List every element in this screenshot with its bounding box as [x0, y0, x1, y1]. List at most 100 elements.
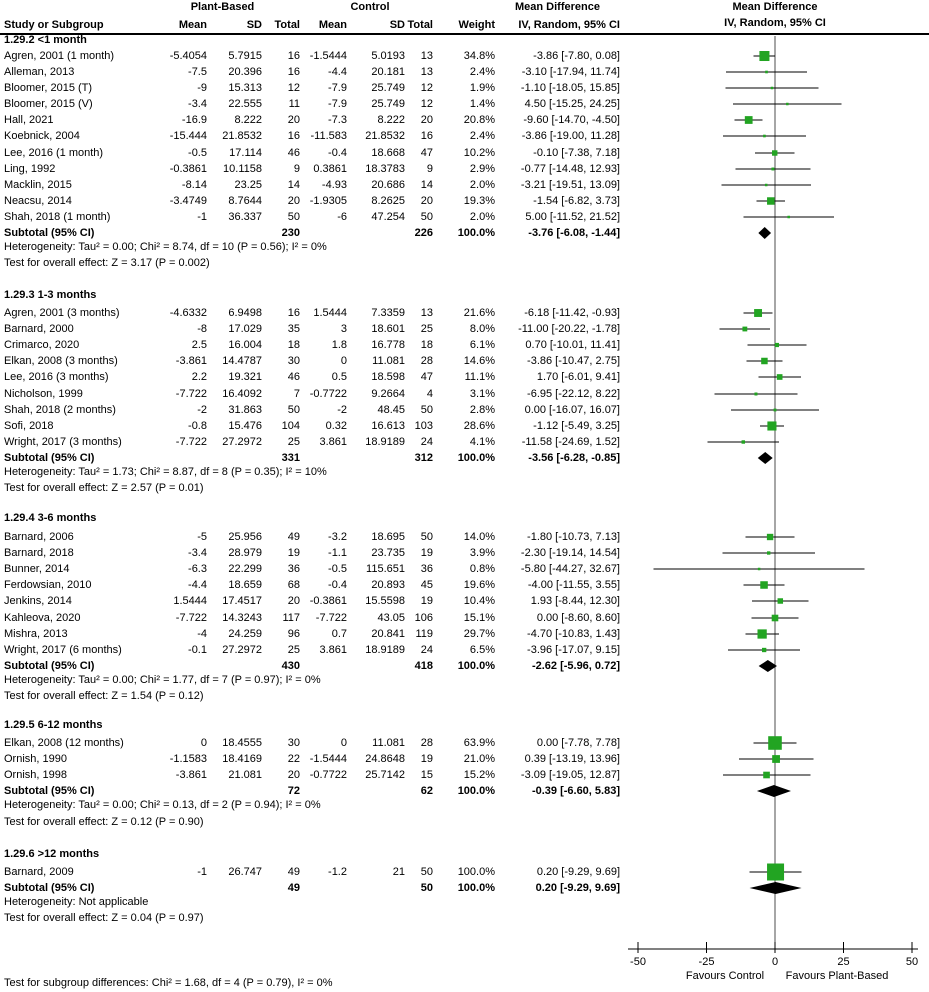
- plant-mean: -7.5: [188, 66, 207, 78]
- plant-mean: -6.3: [188, 563, 207, 575]
- md-ci-text: 0.20 [-9.29, 9.69]: [535, 882, 620, 894]
- weight: 10.4%: [463, 595, 495, 607]
- control-mean: -1.5444: [309, 50, 347, 62]
- control-sd: 18.9189: [365, 436, 405, 448]
- plant-sd: 22.555: [228, 98, 262, 110]
- control-total: 16: [420, 130, 433, 142]
- plant-mean: -7.722: [175, 612, 207, 624]
- subtotal-diamond: [758, 660, 777, 672]
- md-ci-text: -0.77 [-14.48, 12.93]: [520, 163, 620, 175]
- md-ci-text: 0.70 [-10.01, 11.41]: [525, 339, 620, 351]
- md-ci-text: -0.39 [-6.60, 5.83]: [531, 785, 620, 797]
- plant-mean: -1.1583: [169, 753, 207, 765]
- overall-effect-note: Test for overall effect: Z = 2.57 (P = 0…: [4, 482, 204, 494]
- study-row: Barnard, 2009 -1 26.747 49 -1.2 21 50 100.0% 0.2…: [4, 864, 620, 880]
- study-name: Barnard, 2000: [4, 323, 74, 335]
- control-mean: 0.3861: [313, 163, 347, 175]
- control-total: 18: [420, 339, 433, 351]
- control-total: 20: [420, 195, 433, 207]
- weight: 100.0%: [457, 882, 495, 894]
- plant-mean: -15.444: [169, 130, 207, 142]
- effect-square: [741, 440, 745, 444]
- study-name: Hall, 2021: [4, 114, 54, 126]
- study-row: Mishra, 2013 -4 24.259 96 0.7 20.841 119 29.7% -…: [4, 626, 620, 642]
- plant-sd: 27.2972: [222, 644, 262, 656]
- plant-sd: 17.114: [229, 147, 262, 159]
- study-name: Bloomer, 2015 (T): [4, 82, 93, 94]
- subtotal-row: Subtotal (95% CI) 49 50 100.0% 0.20 [-9.29, …: [4, 880, 620, 896]
- control-sd: 25.749: [371, 98, 405, 110]
- col-control-sd-header: SD: [389, 19, 405, 31]
- control-total: 9: [426, 163, 433, 175]
- plant-mean: -7.722: [175, 388, 207, 400]
- plant-sd: 28.979: [228, 547, 262, 559]
- x-axis-tick-label: -50: [630, 956, 646, 968]
- study-name: Lee, 2016 (1 month): [4, 147, 104, 159]
- study-row: Ferdowsian, 2010 -4.4 18.659 68 -0.4 20.893 45…: [4, 577, 620, 593]
- plant-sd: 26.747: [228, 866, 262, 878]
- plant-total: 50: [287, 404, 300, 416]
- plant-total: 18: [287, 339, 300, 351]
- control-mean: -1.1: [328, 547, 347, 559]
- subtotal-row: Subtotal (95% CI) 331 312 100.0% -3.56 [-6.2…: [4, 450, 620, 466]
- x-axis-tick-label: 50: [906, 956, 918, 968]
- weight: 100.0%: [457, 660, 495, 672]
- control-mean: -7.9: [328, 82, 347, 94]
- control-total: 25: [420, 323, 433, 335]
- md-ci-text: -0.10 [-7.38, 7.18]: [533, 147, 620, 159]
- plant-sd: 18.4169: [222, 753, 262, 765]
- effect-square: [767, 197, 775, 205]
- study-row: Koebnick, 2004 -15.444 21.8532 16 -11.583 21.…: [4, 128, 620, 144]
- control-sd: [347, 783, 405, 799]
- control-total: 45: [420, 579, 433, 591]
- md-ci-text: -9.60 [-14.70, -4.50]: [523, 114, 620, 126]
- control-mean: -1.2: [328, 866, 347, 878]
- study-name: Bloomer, 2015 (V): [4, 98, 93, 110]
- study-row: Wright, 2017 (6 months) -0.1 27.2972 25 3.86…: [4, 642, 620, 658]
- weight: 29.7%: [463, 628, 495, 640]
- plant-total: 30: [287, 355, 300, 367]
- plant-total: 19: [287, 547, 300, 559]
- control-total: 4: [426, 388, 433, 400]
- plant-sd: [207, 225, 262, 241]
- control-sd: [347, 880, 405, 896]
- plant-sd: 6.9498: [228, 307, 262, 319]
- overall-effect-note: Test for overall effect: Z = 0.04 (P = 0…: [4, 912, 204, 924]
- study-row: Bloomer, 2015 (V) -3.4 22.555 11 -7.9 25.749 1…: [4, 96, 620, 112]
- subtotal-diamond: [756, 785, 791, 797]
- plant-mean: -1: [197, 211, 207, 223]
- plant-mean: -3.4: [188, 547, 207, 559]
- control-sd: 15.5598: [365, 595, 405, 607]
- effect-square: [742, 326, 748, 332]
- study-row: Barnard, 2000 -8 17.029 35 3 18.601 25 8.0% -11.…: [4, 321, 620, 337]
- plant-total: 20: [287, 769, 300, 781]
- header-divider: [0, 33, 929, 35]
- md-column-header: Mean Difference: [515, 1, 600, 13]
- control-total: 106: [414, 612, 433, 624]
- col-control-total-header: Total: [407, 19, 433, 31]
- study-name: Wright, 2017 (6 months): [4, 644, 122, 656]
- control-total: 119: [415, 628, 433, 640]
- control-total: 14: [420, 179, 433, 191]
- control-sd: 18.601: [371, 323, 405, 335]
- control-mean: [300, 450, 347, 466]
- plant-total: 20: [287, 114, 300, 126]
- control-sd: 115.651: [366, 563, 405, 575]
- control-total: 13: [420, 66, 433, 78]
- effect-square: [787, 215, 790, 219]
- plant-total: 68: [287, 579, 300, 591]
- plant-total: 20: [287, 595, 300, 607]
- control-sd: [347, 450, 405, 466]
- study-name: Subtotal (95% CI): [4, 785, 95, 797]
- col-ci-header: IV, Random, 95% CI: [518, 19, 620, 31]
- plant-sd: 10.1158: [223, 163, 262, 175]
- plant-sd: 15.313: [228, 82, 262, 94]
- control-mean: -7.722: [315, 612, 347, 624]
- md-ci-text: 1.70 [-6.01, 9.41]: [536, 371, 620, 383]
- control-mean: -1.5444: [309, 753, 347, 765]
- weight: 2.0%: [469, 211, 495, 223]
- control-total: 62: [420, 785, 433, 797]
- weight: 4.1%: [469, 436, 495, 448]
- study-row: Ornish, 1990 -1.1583 18.4169 22 -1.5444 24.86…: [4, 751, 620, 767]
- md-ci-text: -6.18 [-11.42, -0.93]: [524, 307, 620, 319]
